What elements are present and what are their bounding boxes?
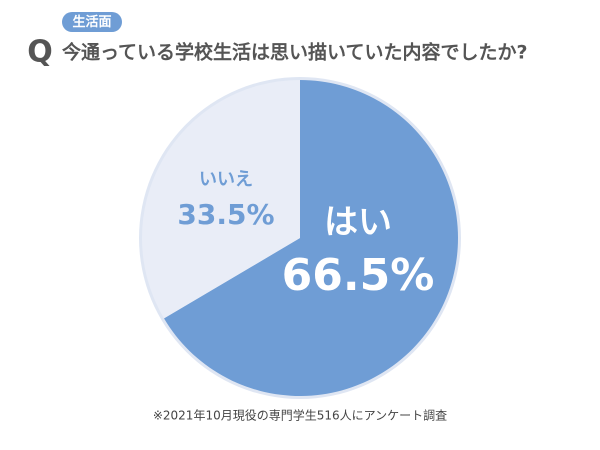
note: ※2021年10月現役の専門学生516人にアンケート調査 (153, 408, 447, 423)
category-label: いいえ (199, 169, 253, 190)
pie-slice (141, 79, 300, 319)
pie-slice (164, 80, 459, 396)
chart-title: 今通っている学校生活は思い描いていた内容でしたか? (61, 41, 528, 64)
category-label: はい (324, 203, 392, 243)
tag-badge (62, 12, 122, 32)
value-label: 33.5% (177, 198, 274, 231)
tag: 生活面 (72, 14, 111, 30)
value-label: 66.5% (282, 250, 435, 301)
title-prefix: Q (27, 35, 53, 70)
